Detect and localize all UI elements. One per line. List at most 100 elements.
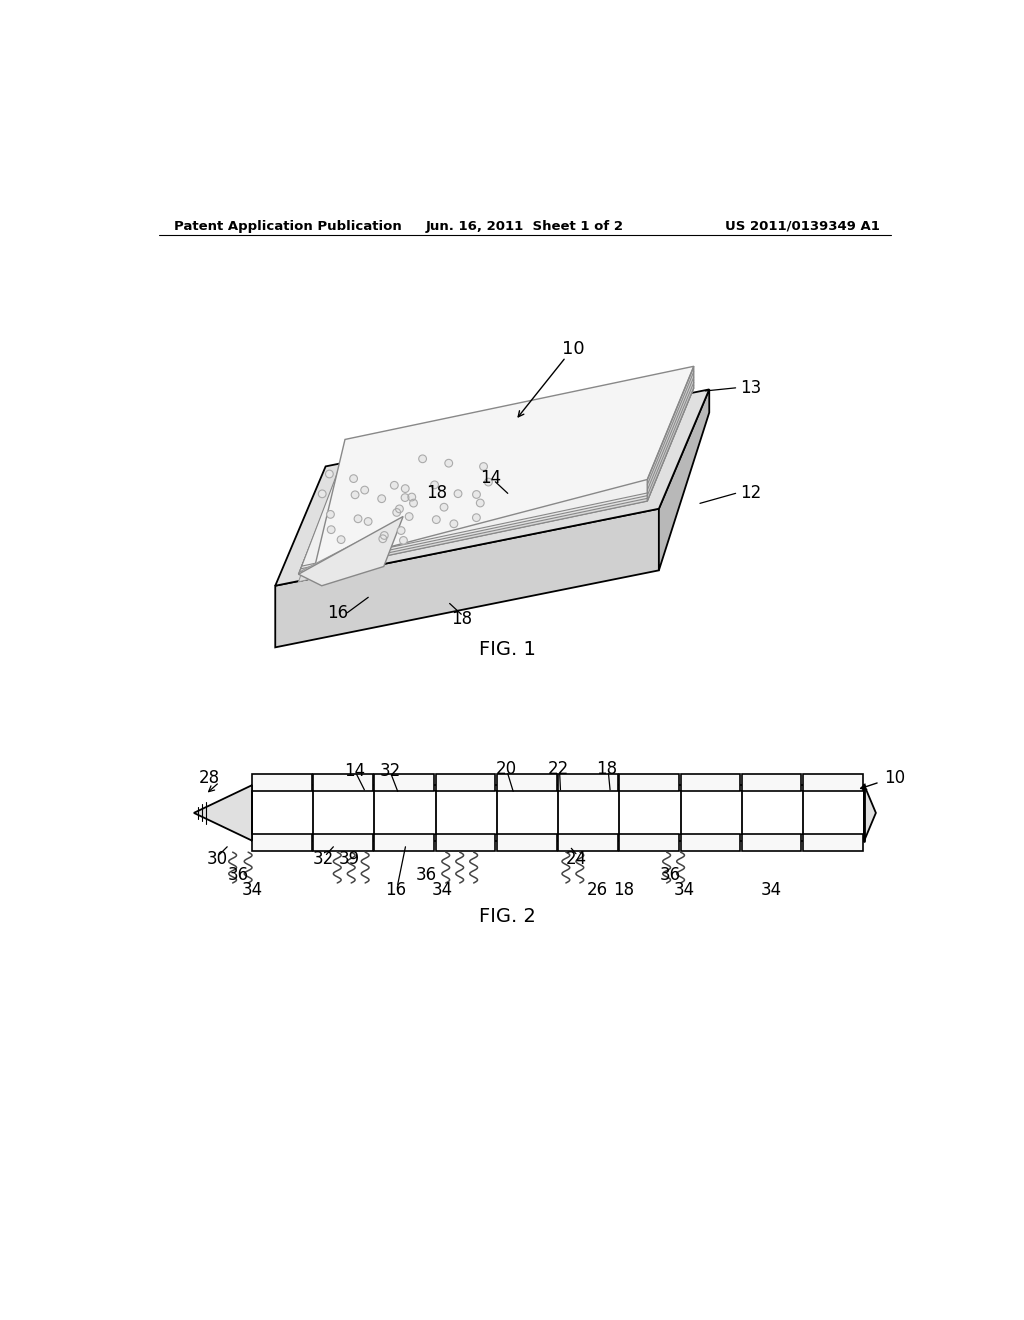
Text: 36: 36 <box>416 866 437 883</box>
Polygon shape <box>658 389 710 570</box>
Polygon shape <box>301 383 693 569</box>
Circle shape <box>480 463 486 470</box>
Polygon shape <box>435 775 496 792</box>
Circle shape <box>400 537 407 544</box>
Text: 18: 18 <box>426 484 447 503</box>
Text: FIG. 2: FIG. 2 <box>479 907 537 927</box>
Text: 32: 32 <box>312 850 334 869</box>
Polygon shape <box>194 785 252 841</box>
Text: 24: 24 <box>565 850 587 869</box>
Text: 16: 16 <box>385 880 406 899</box>
Polygon shape <box>558 775 617 792</box>
Circle shape <box>409 494 415 500</box>
Circle shape <box>365 519 372 524</box>
Circle shape <box>451 520 457 527</box>
Polygon shape <box>299 520 399 582</box>
Circle shape <box>473 515 479 521</box>
Text: 13: 13 <box>740 379 762 397</box>
Circle shape <box>380 536 386 541</box>
Polygon shape <box>299 516 403 586</box>
Polygon shape <box>558 834 617 851</box>
Polygon shape <box>803 834 862 851</box>
Text: 20: 20 <box>496 760 517 777</box>
Text: 28: 28 <box>199 770 220 787</box>
Polygon shape <box>681 834 740 851</box>
Circle shape <box>391 482 397 488</box>
Polygon shape <box>647 367 693 502</box>
Polygon shape <box>497 775 557 792</box>
Polygon shape <box>252 834 311 851</box>
Text: 39: 39 <box>338 850 359 869</box>
Circle shape <box>355 516 361 521</box>
Polygon shape <box>741 834 802 851</box>
Circle shape <box>455 491 461 496</box>
Circle shape <box>328 527 334 533</box>
Text: 36: 36 <box>227 866 249 883</box>
Text: 34: 34 <box>242 880 262 899</box>
Polygon shape <box>313 834 373 851</box>
Text: FIG. 1: FIG. 1 <box>479 640 537 659</box>
Polygon shape <box>313 775 373 792</box>
Polygon shape <box>275 389 710 586</box>
Circle shape <box>485 479 492 486</box>
Text: 10: 10 <box>884 770 905 787</box>
Circle shape <box>441 504 447 511</box>
Circle shape <box>327 471 333 477</box>
Polygon shape <box>435 834 496 851</box>
Circle shape <box>433 516 439 523</box>
Text: 34: 34 <box>761 880 781 899</box>
Circle shape <box>473 491 479 498</box>
Text: Patent Application Publication: Patent Application Publication <box>174 219 402 232</box>
Circle shape <box>445 461 452 466</box>
Polygon shape <box>314 367 693 566</box>
Text: 10: 10 <box>562 341 585 358</box>
Circle shape <box>352 492 358 498</box>
Circle shape <box>411 500 417 506</box>
Polygon shape <box>252 792 864 834</box>
Circle shape <box>381 532 387 539</box>
Polygon shape <box>620 775 679 792</box>
Polygon shape <box>497 834 557 851</box>
Polygon shape <box>803 775 862 792</box>
Text: 18: 18 <box>613 880 635 899</box>
Text: 22: 22 <box>548 760 568 777</box>
Text: 18: 18 <box>451 610 472 628</box>
Polygon shape <box>375 775 434 792</box>
Circle shape <box>477 500 483 506</box>
Text: 12: 12 <box>740 484 762 503</box>
Polygon shape <box>252 785 864 792</box>
Text: 26: 26 <box>587 880 607 899</box>
Circle shape <box>398 528 404 533</box>
Text: 30: 30 <box>207 850 227 869</box>
Circle shape <box>396 506 402 512</box>
Polygon shape <box>302 380 693 566</box>
Text: 34: 34 <box>431 880 453 899</box>
Circle shape <box>328 511 334 517</box>
Polygon shape <box>375 834 434 851</box>
Circle shape <box>407 513 413 520</box>
Polygon shape <box>864 785 876 841</box>
Text: 14: 14 <box>480 469 502 487</box>
Text: Jun. 16, 2011  Sheet 1 of 2: Jun. 16, 2011 Sheet 1 of 2 <box>426 219 624 232</box>
Circle shape <box>350 475 356 482</box>
Polygon shape <box>681 775 740 792</box>
Circle shape <box>379 495 385 502</box>
Text: 16: 16 <box>327 603 348 622</box>
Polygon shape <box>620 834 679 851</box>
Polygon shape <box>275 508 658 647</box>
Text: 36: 36 <box>659 866 681 883</box>
Polygon shape <box>300 385 693 572</box>
Circle shape <box>402 495 409 500</box>
Circle shape <box>361 487 368 494</box>
Circle shape <box>402 486 409 491</box>
Circle shape <box>338 536 344 543</box>
Text: US 2011/0139349 A1: US 2011/0139349 A1 <box>725 219 880 232</box>
Circle shape <box>319 491 326 496</box>
Polygon shape <box>741 775 802 792</box>
Text: 32: 32 <box>379 762 400 780</box>
Circle shape <box>431 482 437 488</box>
Circle shape <box>393 510 399 516</box>
Polygon shape <box>252 775 311 792</box>
Text: 34: 34 <box>674 880 695 899</box>
Polygon shape <box>252 834 864 841</box>
